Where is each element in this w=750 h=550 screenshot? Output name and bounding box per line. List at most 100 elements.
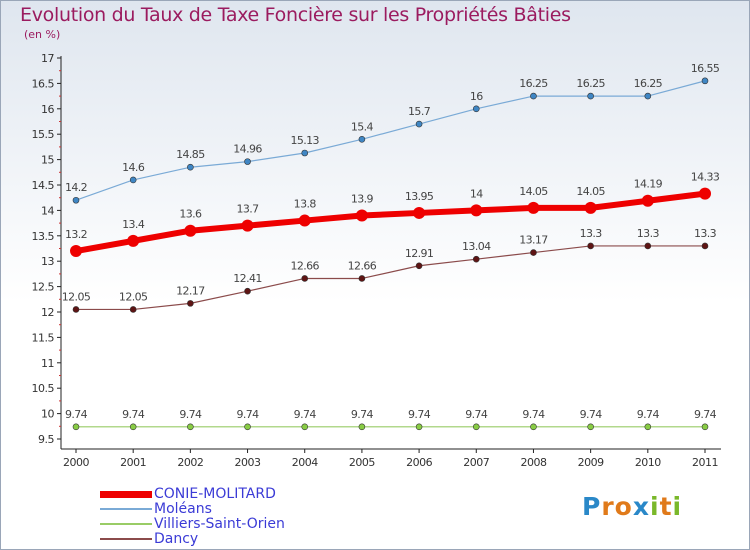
data-point-villiers-saint-orien [701,423,709,431]
x-tick-label: 2008 [520,456,546,469]
data-label-conie-molitard: 13.6 [179,208,202,221]
data-point-conie-molitard [184,224,197,237]
x-tick-label: 2006 [406,456,432,469]
data-label-dancy: 13.3 [694,227,717,240]
y-tick-label: 16 [41,103,54,116]
series-line-dancy [75,245,706,311]
logo-letter: i [650,492,660,521]
data-point-villiers-saint-orien [415,423,423,431]
data-label-moleans: 16 [470,90,483,103]
data-point-conie-molitard [584,201,597,214]
legend-swatch-villiers-saint-orien [100,523,152,525]
data-point-dancy [244,287,251,295]
data-label-moleans: 16.25 [576,77,605,90]
data-label-conie-molitard: 13.4 [122,218,145,231]
data-label-villiers-saint-orien: 9.74 [465,408,488,421]
y-tick-label: 11.5 [32,331,55,344]
data-label-conie-molitard: 14.19 [634,178,663,191]
logo-letter: t [659,492,673,521]
proxiti-logo: Proxiti [582,492,682,521]
data-label-villiers-saint-orien: 9.74 [522,408,545,421]
data-label-villiers-saint-orien: 9.74 [637,408,660,421]
data-point-villiers-saint-orien [587,423,594,431]
data-label-villiers-saint-orien: 9.74 [179,408,202,421]
y-tick-label: 13 [41,255,54,268]
y-tick-label: 16.5 [32,77,55,90]
data-label-conie-molitard: 14.33 [691,171,720,184]
data-point-villiers-saint-orien [644,423,652,431]
data-point-dancy [72,306,80,313]
data-label-dancy: 12.05 [62,290,91,303]
x-tick-label: 2007 [463,456,489,469]
data-label-dancy: 12.66 [348,259,377,272]
logo-letter: i [672,492,683,521]
series-line-conie-molitard [73,190,708,255]
data-point-villiers-saint-orien [187,423,194,431]
y-tick-label: 14 [41,204,54,217]
data-point-conie-molitard [70,245,82,258]
x-tick-label: 2003 [235,456,261,469]
logo-letter: r [601,492,615,521]
data-label-conie-molitard: 14 [470,187,483,200]
x-tick-label: 2000 [63,456,89,469]
data-point-villiers-saint-orien [301,423,309,431]
data-point-dancy [701,242,709,250]
data-point-moleans [72,196,80,204]
series-line-moleans [75,80,706,201]
data-label-moleans: 14.6 [122,161,145,174]
data-label-conie-molitard: 13.95 [405,190,434,203]
data-point-moleans [129,176,137,184]
data-point-moleans [415,120,423,128]
data-label-moleans: 15.4 [351,120,374,133]
x-tick-label: 2009 [578,456,604,469]
data-label-dancy: 13.04 [462,240,491,253]
data-point-conie-molitard [241,219,254,232]
data-point-moleans [644,92,652,100]
legend-label-villiers-saint-orien: Villiers-Saint-Orien [154,516,285,532]
y-tick-label: 12 [41,306,54,319]
data-label-conie-molitard: 13.2 [65,228,87,241]
x-tick-label: 2005 [349,456,375,469]
data-point-conie-molitard [527,201,540,214]
data-point-conie-molitard [298,214,311,227]
y-tick-label: 14.5 [32,179,55,192]
data-point-conie-molitard [470,204,483,217]
data-point-moleans [587,92,594,100]
y-tick-label: 15 [41,154,54,167]
x-tick-label: 2004 [292,456,318,469]
data-label-villiers-saint-orien: 9.74 [236,408,259,421]
legend-label-moleans: Moléans [154,501,212,517]
data-label-villiers-saint-orien: 9.74 [65,408,88,421]
y-tick-label: 11 [41,357,54,370]
data-label-conie-molitard: 14.05 [576,185,605,198]
data-label-dancy: 12.91 [405,247,434,260]
data-point-conie-molitard [641,194,654,207]
data-label-conie-molitard: 13.9 [351,192,374,205]
data-point-moleans [301,149,309,157]
data-label-moleans: 16.55 [691,62,720,75]
data-label-moleans: 15.7 [408,105,431,118]
chart-subtitle: (en %) [24,28,61,41]
legend-swatch-dancy [100,538,152,540]
data-point-dancy [187,300,194,307]
data-label-moleans: 16.25 [634,77,663,90]
x-tick-label: 2002 [177,456,203,469]
data-label-villiers-saint-orien: 9.74 [408,408,431,421]
x-tick-label: 2010 [635,456,661,469]
data-point-dancy [530,249,537,256]
data-label-villiers-saint-orien: 9.74 [294,408,317,421]
data-label-conie-molitard: 13.8 [294,198,317,211]
data-point-villiers-saint-orien [72,423,80,431]
data-point-moleans [244,158,251,165]
data-point-moleans [358,135,366,143]
legend-label-dancy: Dancy [154,531,199,547]
y-tick-label: 13.5 [32,230,55,243]
x-tick-label: 2011 [692,456,718,469]
data-label-moleans: 14.2 [65,181,87,194]
data-point-dancy [301,275,309,282]
data-point-dancy [415,262,423,270]
data-label-moleans: 14.85 [176,148,205,161]
y-tick-label: 17 [41,52,54,65]
chart-title: Evolution du Taux de Taxe Foncière sur l… [20,4,571,26]
data-point-conie-molitard [355,209,368,222]
